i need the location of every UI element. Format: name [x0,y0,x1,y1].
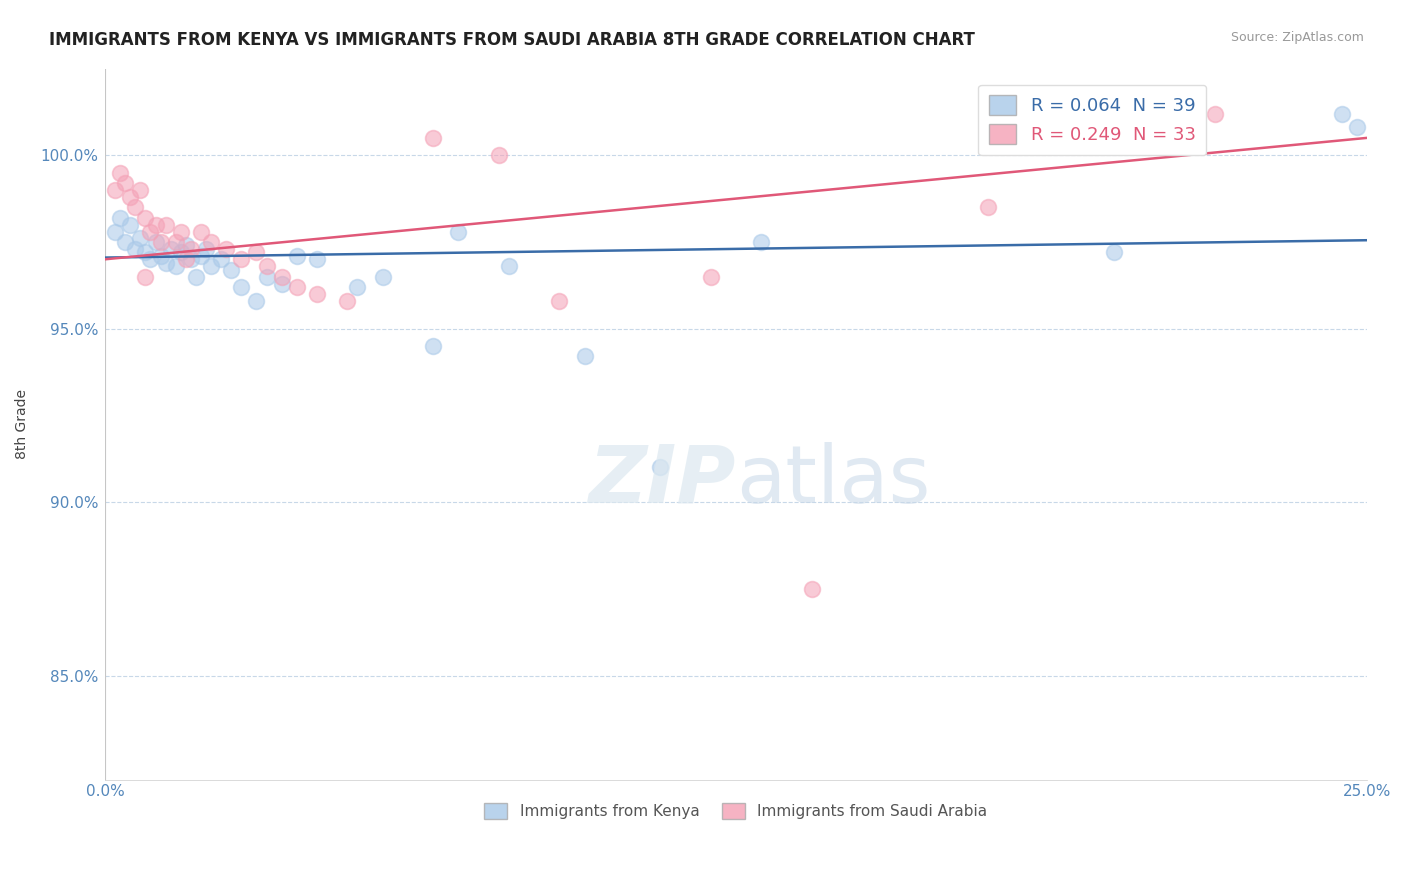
Point [134,211,156,225]
Point [231,280,253,294]
Point [200,235,222,249]
Point [422,339,444,353]
Point [174,238,197,252]
Point [155,218,177,232]
Point [1204,106,1226,120]
Point [256,259,278,273]
Point [447,225,470,239]
Point [699,269,721,284]
Point [104,225,127,239]
Point [195,242,218,256]
Point [120,190,142,204]
Point [114,176,136,190]
Point [977,200,1000,214]
Point [285,280,308,294]
Point [180,242,202,256]
Point [129,183,152,197]
Point [114,235,136,249]
Point [159,242,181,256]
Text: atlas: atlas [735,442,931,520]
Point [134,269,156,284]
Point [104,183,127,197]
Point [215,242,238,256]
Point [231,252,253,267]
Point [650,460,672,475]
Point [219,262,242,277]
Point [422,131,444,145]
Point [145,218,167,232]
Point [285,249,308,263]
Point [149,235,172,249]
Point [170,225,193,239]
Point [800,582,823,596]
Text: IMMIGRANTS FROM KENYA VS IMMIGRANTS FROM SAUDI ARABIA 8TH GRADE CORRELATION CHAR: IMMIGRANTS FROM KENYA VS IMMIGRANTS FROM… [49,31,976,49]
Point [336,293,359,308]
Point [245,245,267,260]
Point [1346,120,1368,135]
Point [165,235,187,249]
Point [574,350,596,364]
Point [145,235,167,249]
Point [139,225,162,239]
Point [488,148,510,162]
Point [548,293,571,308]
Point [155,256,177,270]
Point [305,252,328,267]
Point [124,242,146,256]
Point [120,218,142,232]
Point [305,287,328,301]
Point [170,245,193,260]
Point [108,211,131,225]
Point [139,252,162,267]
Point [174,252,197,267]
Point [190,249,212,263]
Point [1104,245,1126,260]
Point [346,280,368,294]
Point [180,252,202,267]
Text: ZIP: ZIP [589,442,735,520]
Point [270,269,292,284]
Point [256,269,278,284]
Point [129,231,152,245]
Point [749,235,772,249]
Point [270,277,292,291]
Text: Source: ZipAtlas.com: Source: ZipAtlas.com [1230,31,1364,45]
Point [165,259,187,273]
Point [371,269,394,284]
Point [209,252,232,267]
Y-axis label: 8th Grade: 8th Grade [15,389,30,459]
Point [200,259,222,273]
Point [245,293,267,308]
Point [184,269,207,284]
Legend: Immigrants from Kenya, Immigrants from Saudi Arabia: Immigrants from Kenya, Immigrants from S… [478,797,994,825]
Point [149,249,172,263]
Point [190,225,212,239]
Point [108,165,131,179]
Point [124,200,146,214]
Point [498,259,520,273]
Point [1330,106,1353,120]
Point [134,245,156,260]
